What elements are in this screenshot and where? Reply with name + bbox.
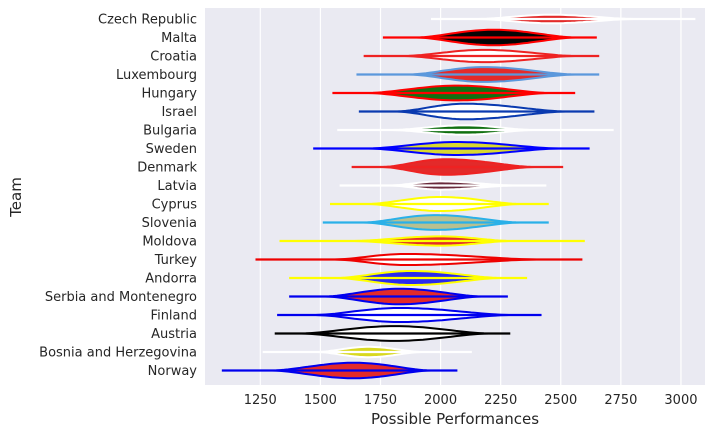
violin-israel [358, 102, 595, 121]
x-tick-label: 1500 [304, 393, 337, 408]
y-tick-label: Croatia [150, 50, 197, 65]
y-tick-label: Luxembourg [116, 68, 197, 83]
violin-bosnia-and-herzegovina [262, 345, 472, 359]
violin-denmark [351, 158, 564, 176]
x-tick-label: 2250 [484, 393, 517, 408]
violin-finland [277, 307, 542, 323]
y-tick-label: Hungary [141, 87, 197, 102]
y-tick-label: Bosnia and Herzegovina [39, 346, 197, 361]
y-tick-label: Malta [161, 31, 197, 46]
y-tick-label: Sweden [146, 142, 197, 157]
violin-andorra [289, 270, 528, 286]
violin-moldova [279, 235, 585, 247]
y-tick-label: Slovenia [142, 216, 197, 231]
violin-croatia [363, 48, 600, 64]
violin-malta [382, 28, 597, 47]
y-tick-label: Norway [148, 364, 198, 379]
y-tick-label: Latvia [157, 179, 197, 194]
violin-latvia [339, 180, 547, 191]
violin-norway [221, 361, 458, 380]
x-axis-title: Possible Performances [371, 410, 539, 428]
violin-bulgaria [337, 124, 614, 136]
x-tick-label: 2750 [604, 393, 637, 408]
violin-hungary [332, 84, 576, 102]
violin-slovenia [322, 214, 549, 231]
y-tick-label: Czech Republic [98, 13, 197, 28]
x-tick-label: 2000 [424, 393, 457, 408]
violin-cyprus [330, 196, 549, 212]
x-tick-label: 1250 [244, 393, 277, 408]
y-tick-label: Finland [151, 309, 197, 324]
violins [221, 13, 696, 380]
violin-serbia-and-montenegro [289, 287, 508, 306]
violin-turkey [255, 253, 583, 266]
violin-austria [274, 325, 511, 342]
y-tick-label: Turkey [154, 253, 198, 268]
y-tick-label: Andorra [145, 272, 197, 287]
x-tick-label: 1750 [364, 393, 397, 408]
y-tick-labels: Czech Republic Malta Croatia Luxembourg Hung… [39, 13, 197, 380]
y-tick-label: Moldova [142, 235, 197, 250]
y-axis-title: Team [7, 177, 25, 218]
x-tick-labels: 1250 1500 1750 2000 2250 2500 2750 3000 [244, 393, 698, 408]
y-tick-label: Cyprus [152, 198, 198, 213]
y-tick-label: Serbia and Montenegro [45, 290, 197, 305]
y-tick-label: Austria [151, 327, 197, 342]
y-tick-label: Bulgaria [143, 124, 197, 139]
violin-czech-republic [430, 13, 696, 25]
y-tick-label: Israel [161, 105, 197, 120]
y-tick-label: Denmark [137, 161, 197, 176]
x-tick-label: 2500 [544, 393, 577, 408]
violin-luxembourg [356, 66, 600, 83]
x-tick-label: 3000 [664, 393, 697, 408]
violin-sweden [313, 141, 590, 156]
